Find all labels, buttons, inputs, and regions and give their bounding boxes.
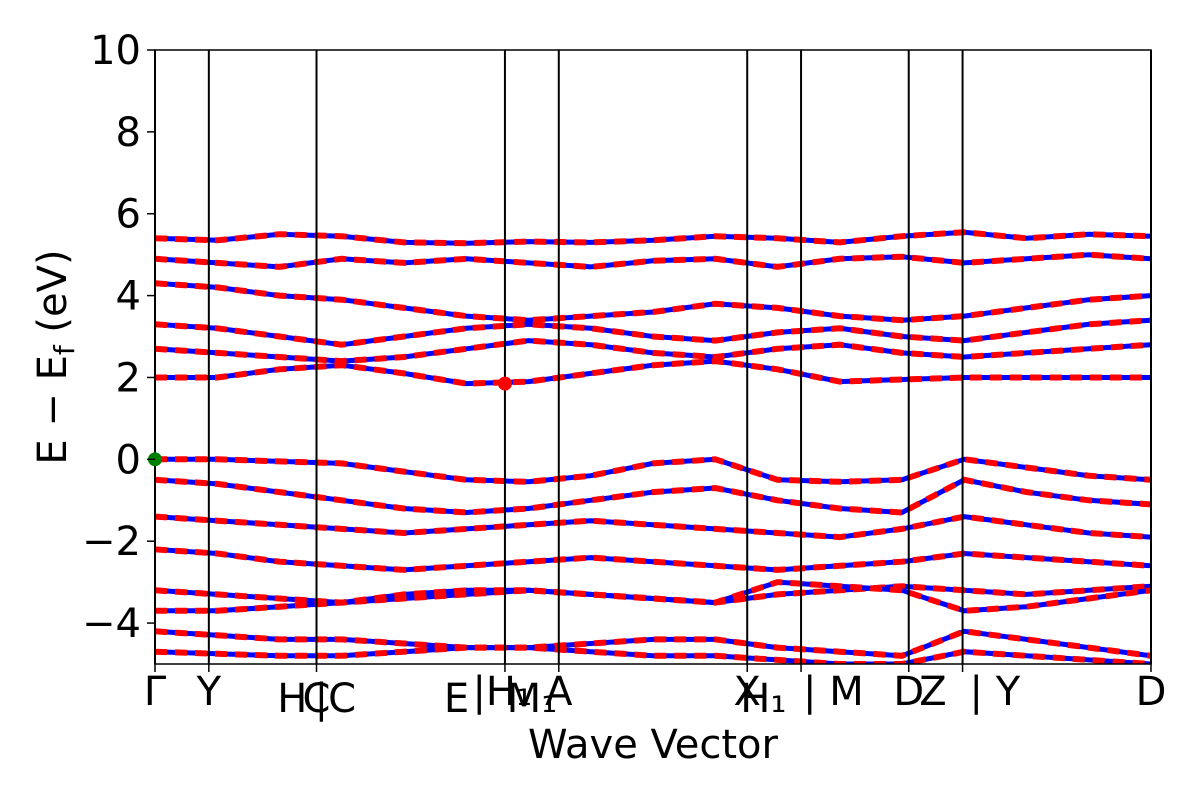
kpoint-label-4: |C [315, 676, 356, 722]
band-line-dashed-1 [155, 251, 1151, 270]
kpoint-label-12: D [893, 669, 924, 715]
kpoint-label-10: H₁ [740, 676, 786, 722]
y-tick-label-5: 6 [116, 192, 141, 238]
band-line-dashed-0 [155, 229, 1151, 247]
kpoint-label-13: Z [919, 669, 946, 715]
band-line-dashed-4 [155, 337, 1151, 365]
x-axis-label: Wave Vector [528, 722, 779, 768]
y-axis-label-subscript: f [48, 344, 81, 355]
y-tick-label-1: −2 [82, 519, 141, 565]
kpoint-label-5: E [444, 676, 469, 722]
bands-layer [155, 229, 1151, 664]
y-axis-ticks: −4 −2 0 2 4 6 8 10 [82, 28, 155, 647]
band-line-dashed-11 [155, 579, 1151, 614]
conduction-band-min-marker [497, 376, 512, 391]
kpoint-label-8: A [545, 669, 573, 715]
kpoint-label-0: Γ [144, 669, 167, 715]
kpoint-label-3: C [303, 676, 331, 722]
y-tick-label-7: 10 [90, 28, 141, 74]
band-line-dashed-3 [155, 317, 1151, 348]
kpoint-label-7: M₁ [507, 676, 558, 722]
band-line-dashed-12 [155, 628, 1151, 659]
kpoint-label-14: | Y [970, 669, 1021, 715]
band-line-dashed-9 [155, 546, 1151, 573]
band-line-dashed-13 [155, 644, 1151, 664]
band-line-dashed-5 [155, 358, 1151, 387]
y-axis-label: E − Ef (eV) [30, 249, 81, 464]
band-line-dashed-7 [155, 476, 1151, 516]
kpoint-label-15: D [1136, 669, 1167, 715]
y-axis-label-unit: (eV) [30, 249, 76, 345]
kpoint-label-2: H [277, 676, 307, 722]
kpoint-label-9: X [734, 669, 761, 715]
y-tick-label-3: 2 [116, 355, 141, 401]
y-tick-label-6: 8 [116, 110, 141, 156]
plot-frame [154, 49, 1152, 665]
kpoint-label-6: |H₁ [472, 669, 532, 715]
band-line-dashed-2 [155, 280, 1151, 324]
kpoint-label-1: Y [196, 669, 222, 715]
kpoint-label-11: | M [803, 669, 864, 715]
extrema-markers-layer [148, 376, 512, 467]
y-tick-label-2: 0 [116, 437, 141, 483]
band-line-dashed-8 [155, 513, 1151, 541]
band-line-dashed-6 [155, 456, 1151, 485]
y-axis-label-main: E − E [30, 355, 76, 465]
y-tick-label-0: −4 [82, 601, 141, 647]
y-tick-label-4: 4 [116, 274, 141, 320]
